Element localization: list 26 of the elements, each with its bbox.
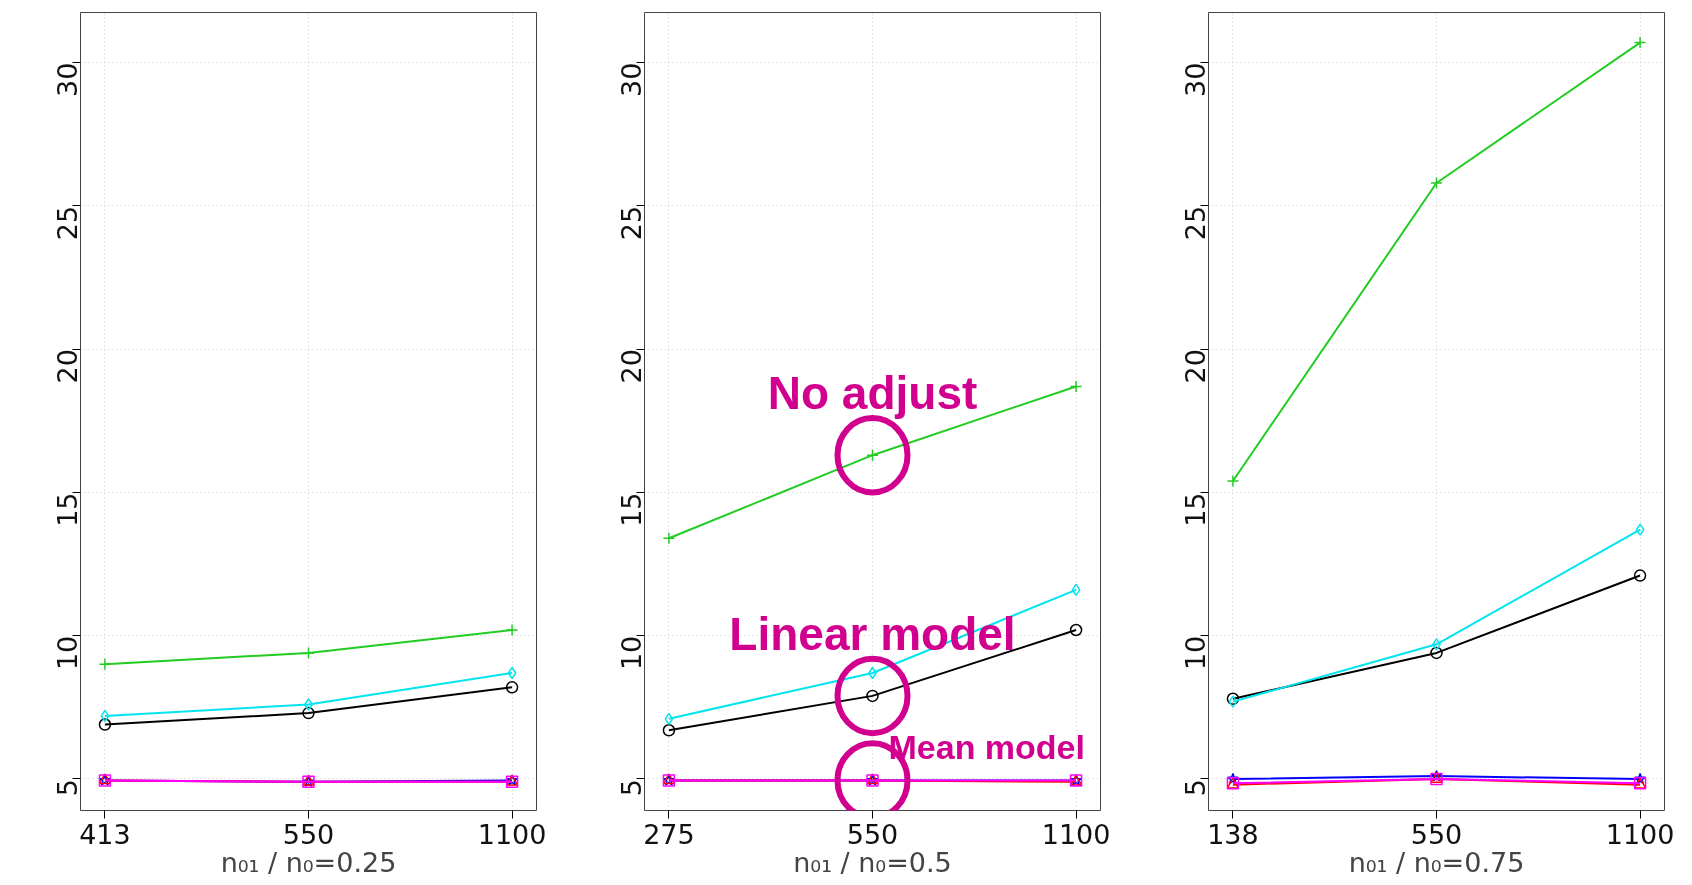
y-tick-label: 20 xyxy=(1180,349,1212,384)
y-tick-label: 5 xyxy=(616,778,648,797)
x-tick-label: 275 xyxy=(643,818,695,850)
y-tick-label: 10 xyxy=(52,635,84,671)
y-tick-label: 25 xyxy=(1180,205,1212,241)
y-tick-label: 5 xyxy=(52,778,84,797)
y-tick-label: 30 xyxy=(616,62,648,97)
x-tick-label: 138 xyxy=(1207,818,1259,850)
y-tick-label: 15 xyxy=(52,492,84,527)
annotation: Mean model xyxy=(888,728,1085,767)
y-tick-label: 20 xyxy=(616,349,648,384)
y-tick-label: 15 xyxy=(1180,492,1212,527)
x-tick-label: 1100 xyxy=(1041,818,1111,850)
y-tick-label: 15 xyxy=(616,492,648,527)
y-tick-label: 25 xyxy=(616,205,648,241)
annotation: No adjust xyxy=(767,367,978,420)
x-tick-label: 1100 xyxy=(1605,818,1675,850)
y-tick-label: 10 xyxy=(1180,635,1212,671)
y-tick-label: 20 xyxy=(52,349,84,384)
y-tick-label: 30 xyxy=(52,62,84,97)
y-tick-label: 5 xyxy=(1180,778,1212,797)
y-tick-label: 30 xyxy=(1180,62,1212,97)
x-tick-label: 1100 xyxy=(477,818,547,850)
x-tick-label: 413 xyxy=(79,818,131,850)
y-tick-label: 10 xyxy=(616,635,648,671)
y-tick-label: 25 xyxy=(52,205,84,241)
